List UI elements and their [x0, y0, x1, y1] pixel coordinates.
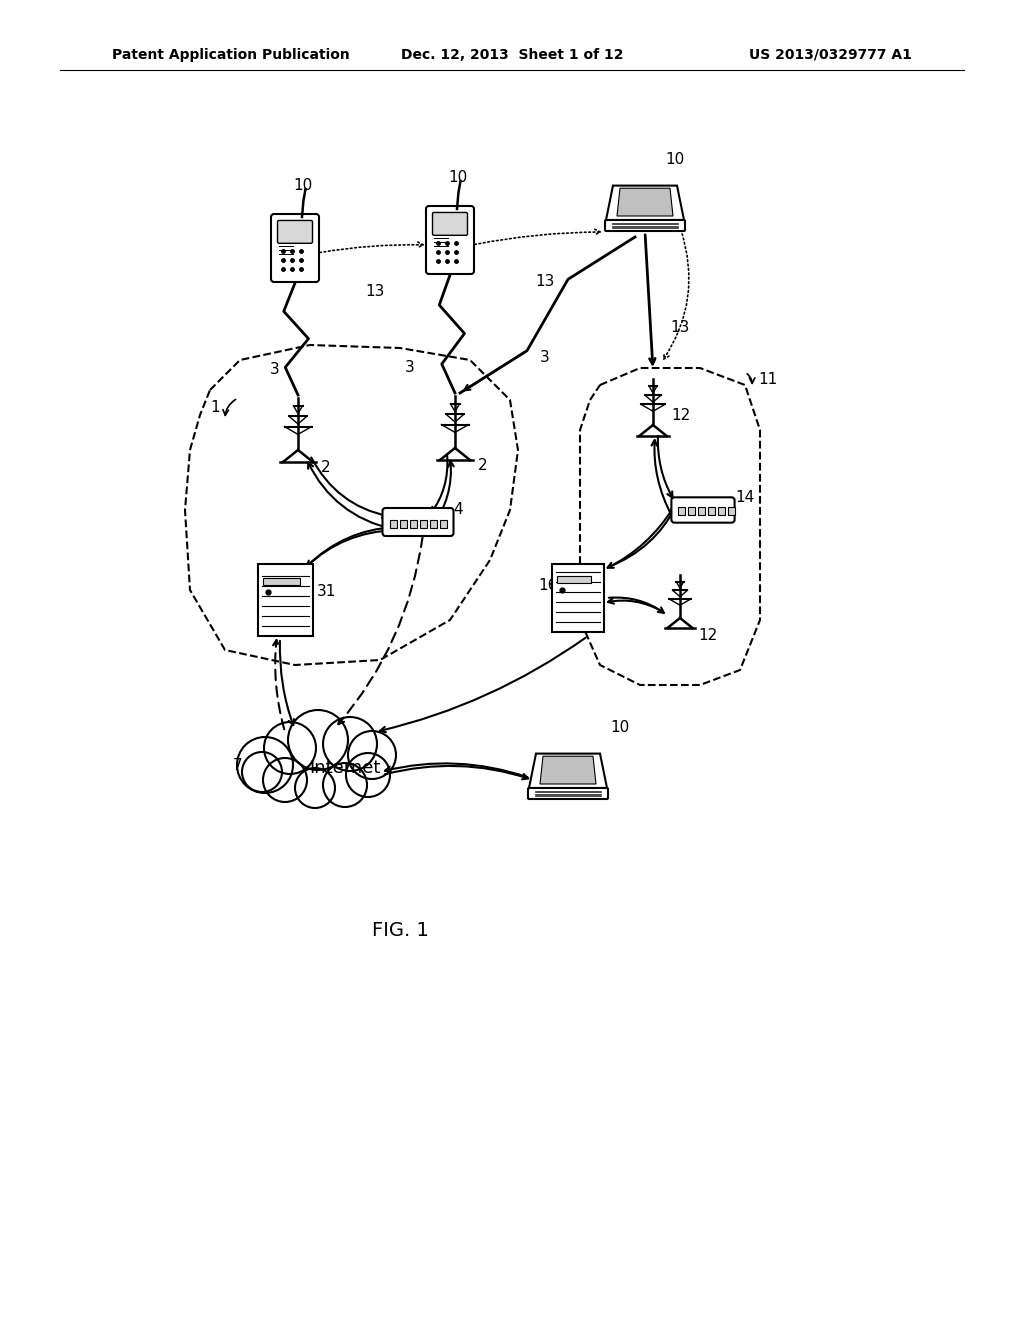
FancyBboxPatch shape — [262, 578, 299, 585]
Circle shape — [323, 717, 377, 771]
FancyBboxPatch shape — [389, 520, 396, 528]
FancyBboxPatch shape — [420, 520, 427, 528]
Text: 10: 10 — [449, 170, 468, 186]
FancyBboxPatch shape — [271, 214, 319, 282]
FancyBboxPatch shape — [528, 788, 608, 799]
Text: 7: 7 — [233, 758, 243, 772]
Text: 3: 3 — [540, 351, 550, 366]
Circle shape — [348, 731, 396, 779]
Text: 13: 13 — [671, 321, 690, 335]
FancyBboxPatch shape — [429, 520, 436, 528]
FancyBboxPatch shape — [432, 213, 468, 235]
FancyBboxPatch shape — [728, 507, 735, 515]
Polygon shape — [540, 756, 596, 784]
FancyBboxPatch shape — [410, 520, 417, 528]
Text: 14: 14 — [735, 491, 755, 506]
Text: 13: 13 — [536, 275, 555, 289]
FancyBboxPatch shape — [678, 507, 685, 515]
Circle shape — [295, 768, 335, 808]
Text: US 2013/0329777 A1: US 2013/0329777 A1 — [750, 48, 912, 62]
Circle shape — [242, 752, 282, 792]
Text: Patent Application Publication: Patent Application Publication — [112, 48, 350, 62]
Text: 10: 10 — [666, 153, 685, 168]
Circle shape — [323, 763, 367, 807]
Text: 12: 12 — [672, 408, 690, 422]
Circle shape — [264, 722, 316, 774]
Text: 11: 11 — [759, 372, 777, 388]
FancyBboxPatch shape — [557, 576, 591, 583]
FancyBboxPatch shape — [383, 508, 454, 536]
FancyBboxPatch shape — [605, 220, 685, 231]
Circle shape — [263, 758, 307, 803]
Text: Internet: Internet — [309, 759, 381, 777]
Circle shape — [288, 710, 348, 770]
Text: Dec. 12, 2013  Sheet 1 of 12: Dec. 12, 2013 Sheet 1 of 12 — [400, 48, 624, 62]
Text: 3: 3 — [406, 360, 415, 375]
FancyBboxPatch shape — [439, 520, 446, 528]
Text: 13: 13 — [366, 285, 385, 300]
FancyBboxPatch shape — [672, 498, 734, 523]
Text: 2: 2 — [478, 458, 487, 474]
FancyBboxPatch shape — [688, 507, 695, 515]
Text: 12: 12 — [698, 628, 718, 644]
Circle shape — [346, 752, 390, 797]
FancyBboxPatch shape — [257, 564, 312, 636]
FancyBboxPatch shape — [709, 507, 716, 515]
Text: FIG. 1: FIG. 1 — [372, 920, 428, 940]
FancyBboxPatch shape — [552, 564, 604, 632]
Circle shape — [237, 737, 293, 793]
Polygon shape — [606, 186, 684, 220]
Text: 3: 3 — [270, 363, 280, 378]
FancyBboxPatch shape — [278, 220, 312, 243]
Text: 31: 31 — [317, 585, 337, 599]
FancyBboxPatch shape — [719, 507, 725, 515]
FancyBboxPatch shape — [426, 206, 474, 275]
Polygon shape — [529, 754, 607, 788]
FancyBboxPatch shape — [698, 507, 706, 515]
Text: 1: 1 — [210, 400, 220, 416]
Text: 4: 4 — [454, 503, 463, 517]
Text: 10: 10 — [293, 178, 312, 194]
Text: 10: 10 — [610, 721, 630, 735]
Text: 16: 16 — [539, 578, 558, 594]
FancyBboxPatch shape — [399, 520, 407, 528]
Text: 2: 2 — [322, 461, 331, 475]
Polygon shape — [617, 189, 673, 216]
